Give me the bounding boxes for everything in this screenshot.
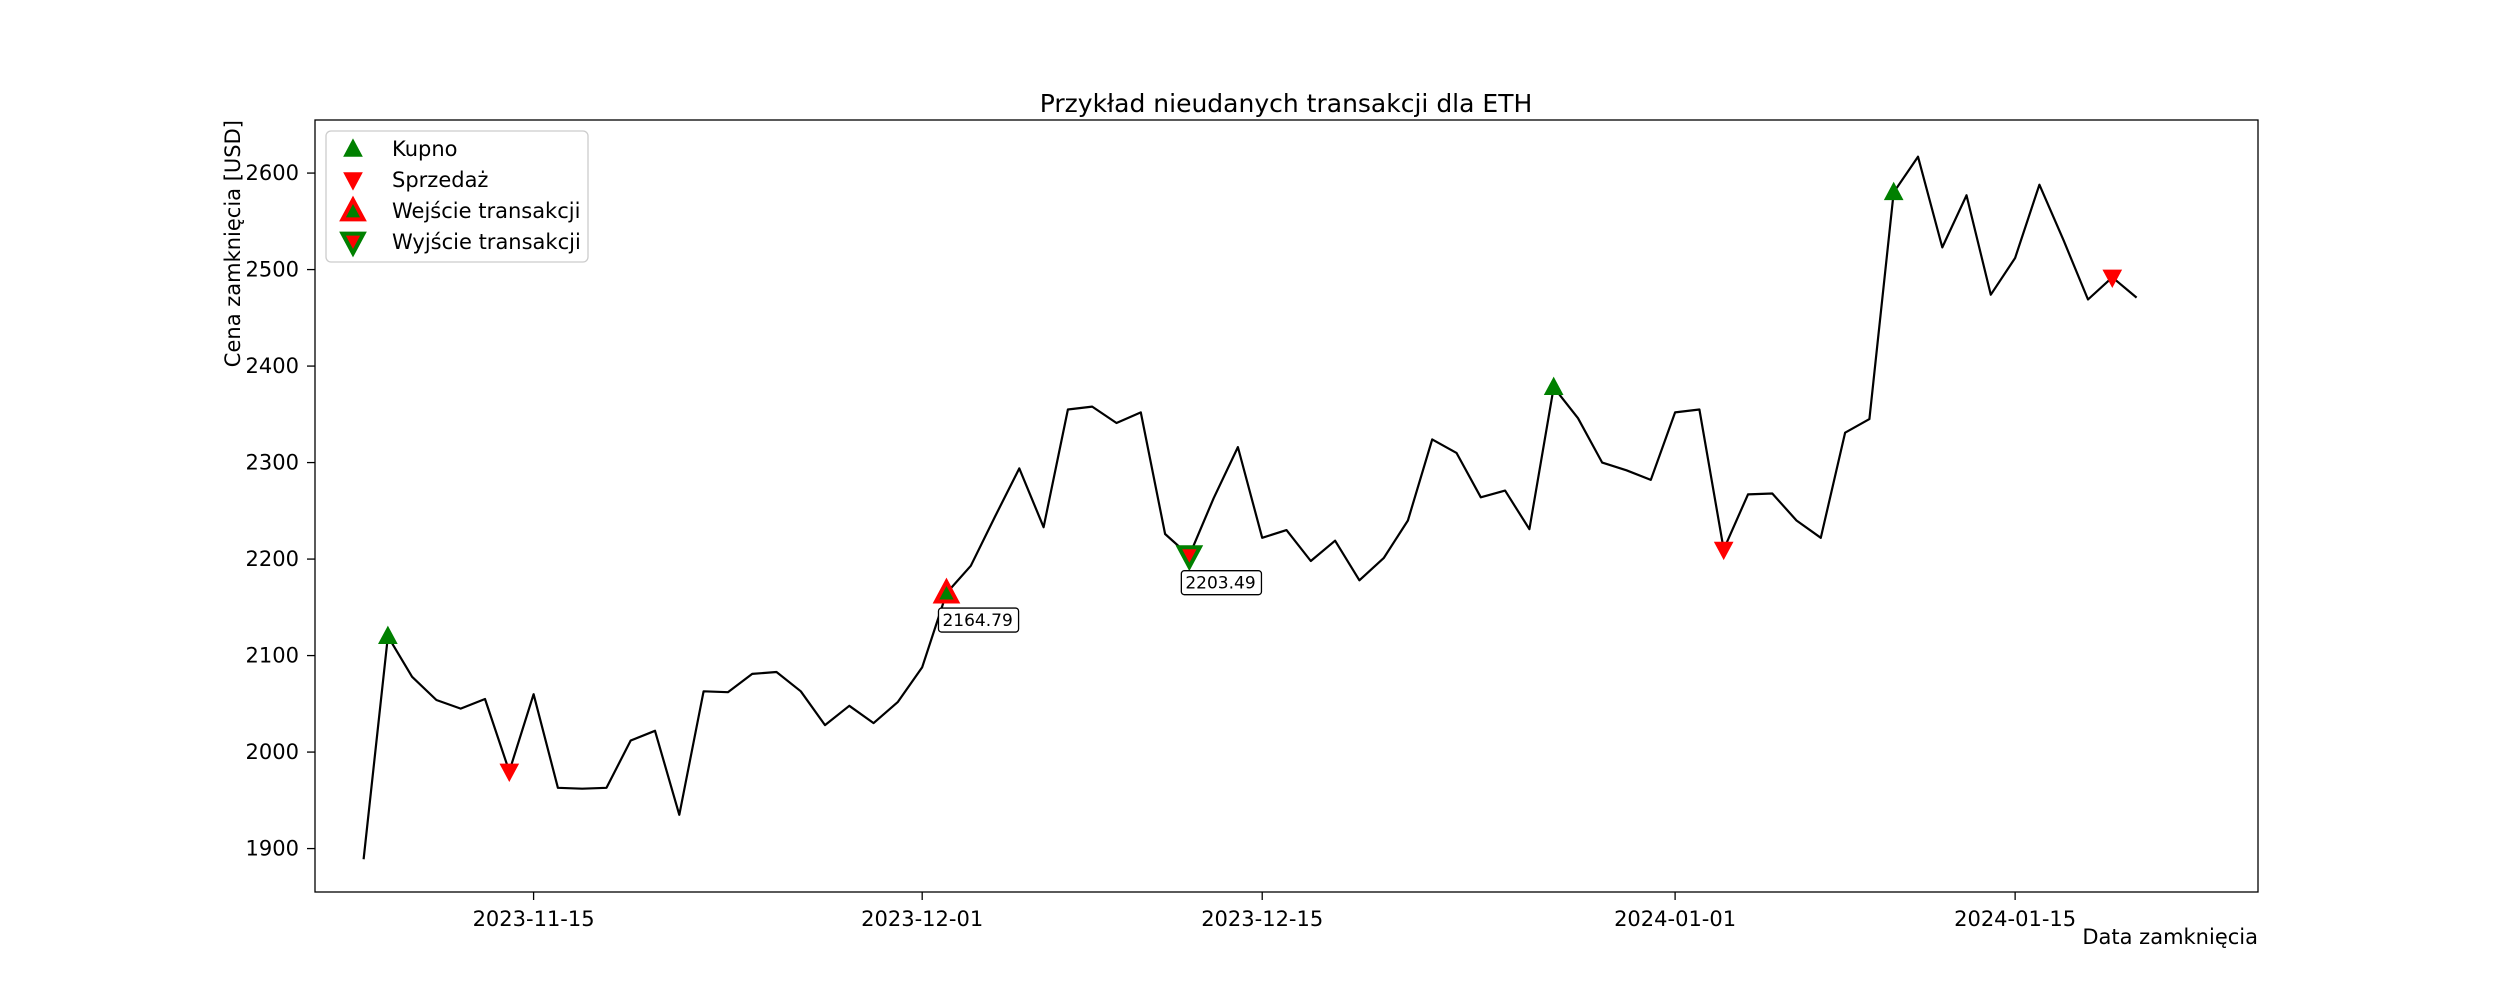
legend: Kupno Sprzedaż Wejście transakcji Wyjście t… (325, 130, 589, 263)
annotation-box (1180, 570, 1263, 596)
plot-area: 2164.79 2203.49 (362, 155, 2138, 860)
trade-entry-marker (932, 577, 961, 604)
legend-marker (339, 231, 367, 258)
annotation-label: 2203.49 (1185, 574, 1255, 594)
legend-marker (343, 172, 363, 191)
buy-marker (378, 625, 398, 644)
legend-label: Kupno (392, 137, 458, 161)
legend-item: Sprzedaż (343, 168, 488, 192)
x-tick-label: 2023-12-15 (1201, 907, 1323, 931)
buy-marker (1883, 181, 1904, 201)
legend-marker (339, 195, 367, 222)
y-tick-label: 1900 (246, 837, 299, 861)
price-annotation: 2164.79 (937, 607, 1020, 633)
legend-item: Wyjście transakcji (339, 230, 581, 258)
buy-marker (1543, 376, 1564, 396)
annotation-label: 2164.79 (942, 611, 1012, 631)
sell-marker (499, 763, 520, 783)
x-axis-title: Data zamknięcia (2082, 925, 2258, 949)
y-tick-label: 2200 (246, 547, 299, 571)
y-axis: 1900 2000 2100 2200 2300 2400 2500 2600 (246, 161, 315, 861)
x-tick-label: 2023-12-01 (861, 907, 983, 931)
legend-marker (343, 138, 363, 157)
sell-marker (1713, 541, 1734, 561)
x-tick-label: 2024-01-15 (1954, 907, 2076, 931)
y-axis-title: Cena zamknięcia [USD] (221, 120, 245, 367)
legend-label: Wyjście transakcji (392, 230, 581, 254)
y-tick-label: 2100 (246, 644, 299, 668)
legend-item: Wejście transakcji (339, 195, 580, 223)
series-line (362, 155, 2138, 860)
price-annotation: 2203.49 (1180, 570, 1263, 596)
x-tick-label: 2024-01-01 (1614, 907, 1736, 931)
legend-label: Sprzedaż (392, 168, 488, 192)
y-tick-label: 2400 (246, 354, 299, 378)
legend-label: Wejście transakcji (392, 199, 580, 223)
y-tick-label: 2600 (246, 161, 299, 185)
y-tick-label: 2300 (246, 451, 299, 475)
x-axis: 2023-11-15 2023-12-01 2023-12-15 2024-01-01… (473, 892, 2076, 931)
sell-marker (2102, 269, 2123, 288)
x-tick-label: 2023-11-15 (473, 907, 595, 931)
legend-item: Kupno (343, 137, 458, 161)
y-tick-label: 2500 (246, 258, 299, 282)
plot-frame (314, 119, 2259, 893)
annotation-box (937, 607, 1020, 633)
legend-box (325, 130, 589, 263)
chart-title: Przykład nieudanych transakcji dla ETH (1040, 89, 1533, 118)
y-tick-label: 2000 (246, 740, 299, 764)
trade-exit-marker (1175, 545, 1204, 572)
